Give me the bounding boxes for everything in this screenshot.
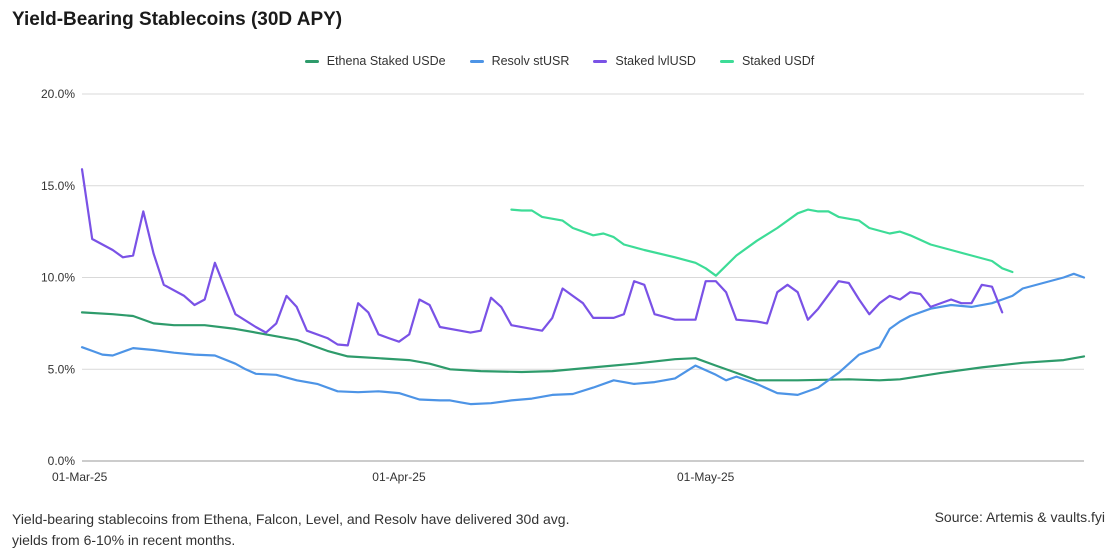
legend-item: Resolv stUSR — [469, 54, 570, 68]
legend-swatch — [304, 59, 319, 63]
y-tick-label: 20.0% — [41, 87, 75, 101]
legend-swatch — [469, 59, 484, 63]
legend: Ethena Staked USDe Resolv stUSR Staked lvl… — [0, 54, 1119, 68]
y-tick-label: 5.0% — [48, 362, 76, 376]
legend-item: Staked lvlUSD — [593, 54, 696, 68]
x-tick-label: 01-Apr-25 — [372, 470, 426, 484]
legend-label: Staked USDf — [741, 54, 815, 68]
legend-label: Resolv stUSR — [491, 54, 570, 68]
x-tick-label: 01-Mar-25 — [52, 470, 108, 484]
series-line-staked-lvlusd — [80, 168, 1004, 347]
series-line-staked-usdf — [510, 208, 1014, 277]
x-tick-label: 01-May-25 — [677, 470, 735, 484]
footer-note: Yield-bearing stablecoins from Ethena, F… — [12, 511, 570, 548]
legend-swatch — [593, 59, 608, 63]
legend-item: Ethena Staked USDe — [304, 54, 446, 68]
legend-item: Staked USDf — [719, 54, 815, 68]
y-tick-label: 15.0% — [41, 179, 75, 193]
series-line-resolv-stusr — [80, 272, 1086, 406]
y-tick-label: 0.0% — [48, 454, 76, 468]
y-tick-label: 10.0% — [41, 271, 75, 285]
series-line-ethena-staked-usde — [80, 311, 1086, 382]
legend-label: Ethena Staked USDe — [326, 54, 446, 68]
legend-swatch — [719, 59, 734, 63]
line-chart: 0.0% 5.0% 10.0% 15.0% 20.0% 01-Mar-25 01-Apr-2… — [41, 87, 1086, 484]
chart-title: Yield-Bearing Stablecoins (30D APY) — [12, 9, 343, 30]
legend-label: Staked lvlUSD — [615, 54, 696, 68]
footer-source: Source: Artemis & vaults.fyi — [934, 509, 1105, 525]
